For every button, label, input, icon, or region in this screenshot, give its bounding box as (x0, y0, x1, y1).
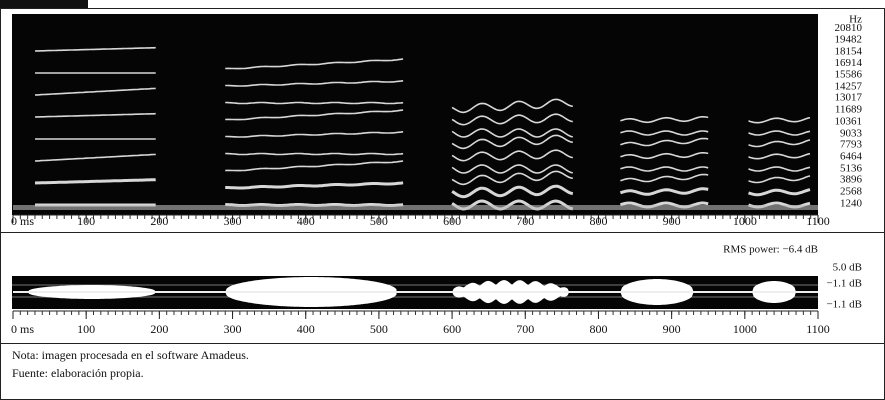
x-tick-label: 1100 (806, 322, 830, 336)
x-tick-label: 900 (663, 322, 681, 336)
x-tick-label: 800 (589, 214, 607, 228)
x-tick-label: 0 ms (11, 322, 34, 336)
level-label: −1.1 dB (826, 299, 862, 311)
x-tick-label: 200 (150, 214, 168, 228)
x-tick-label: 800 (589, 322, 607, 336)
level-label: −1.1 dB (826, 278, 862, 290)
x-tick-label: 900 (663, 214, 681, 228)
x-tick-label: 200 (150, 322, 168, 336)
x-tick-label: 1000 (733, 214, 757, 228)
y-tick-label: 11689 (835, 104, 863, 116)
note: Nota: imagen procesada en el software Am… (12, 348, 249, 362)
y-tick-label: 13017 (835, 92, 863, 104)
x-tick-label: 700 (516, 322, 534, 336)
x-tick-label: 300 (224, 322, 242, 336)
y-tick-label: 15586 (835, 69, 863, 81)
figure: Hz RMS power: −6.4 dB Nota: imagen proce… (0, 0, 885, 400)
x-tick-label: 600 (443, 214, 461, 228)
x-tick-label: 700 (516, 214, 534, 228)
y-tick-label: 1240 (840, 197, 863, 209)
y-tick-label: 2568 (840, 185, 863, 197)
x-tick-label: 100 (77, 322, 95, 336)
y-tick-label: 16914 (835, 57, 863, 69)
x-tick-label: 400 (297, 322, 315, 336)
y-tick-label: 10361 (835, 116, 863, 128)
y-tick-label: 19482 (835, 34, 863, 46)
x-tick-label: 1100 (806, 214, 830, 228)
header-tab (0, 0, 88, 9)
x-tick-label: 0 ms (11, 214, 34, 228)
level-label: 5.0 dB (833, 262, 862, 274)
noise-floor (13, 205, 818, 210)
x-tick-label: 100 (77, 214, 95, 228)
x-tick-label: 500 (370, 322, 388, 336)
x-tick-label: 600 (443, 322, 461, 336)
x-tick-label: 500 (370, 214, 388, 228)
x-tick-label: 400 (297, 214, 315, 228)
x-tick-label: 300 (224, 214, 242, 228)
rms-label: RMS power: −6.4 dB (723, 244, 818, 256)
x-tick-label: 1000 (733, 322, 757, 336)
y-tick-label: 3896 (840, 174, 863, 186)
y-tick-label: 7793 (840, 139, 863, 151)
source: Fuente: elaboración propia. (12, 366, 144, 380)
y-tick-label: 20810 (835, 22, 863, 34)
y-tick-label: 6464 (840, 151, 863, 163)
